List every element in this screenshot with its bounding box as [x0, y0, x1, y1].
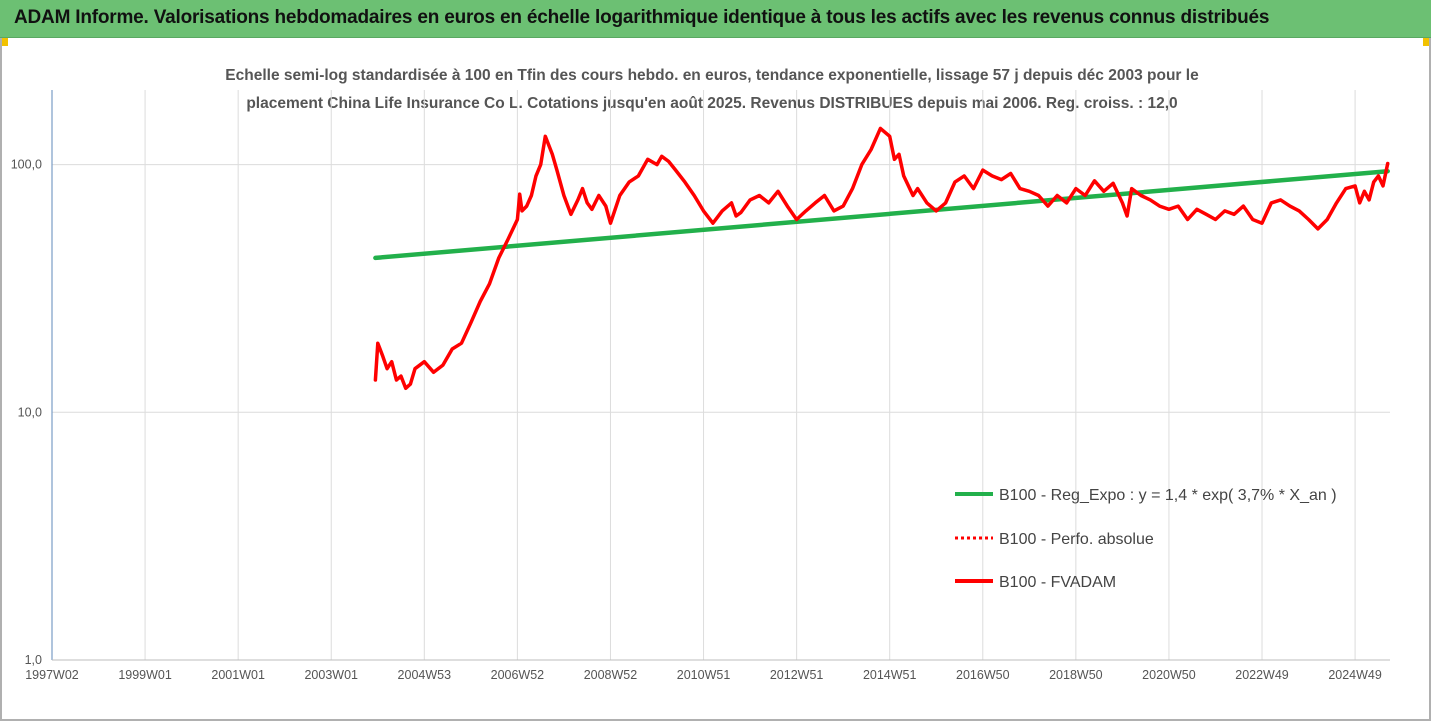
report-title: ADAM Informe. Valorisations hebdomadaire…	[14, 7, 1270, 28]
y-tick-label: 100,0	[11, 158, 42, 172]
chart-subtitle-line2: placement China Life Insurance Co L. Cot…	[246, 95, 1177, 112]
legend-label-1: B100 - Perfo. absolue	[999, 531, 1154, 548]
y-tick-label: 1,0	[25, 653, 42, 667]
x-tick-label: 2022W49	[1235, 668, 1289, 682]
chart-frame	[0, 38, 1431, 721]
report-header: ADAM Informe. Valorisations hebdomadaire…	[0, 0, 1431, 38]
legend: B100 - Reg_Expo : y = 1,4 * exp( 3,7% * …	[955, 487, 1337, 591]
x-tick-label: 1999W01	[118, 668, 172, 682]
x-tick-label: 2016W50	[956, 668, 1010, 682]
x-tick-label: 2024W49	[1328, 668, 1382, 682]
corner-marker-right	[1423, 38, 1431, 46]
x-tick-label: 2006W52	[491, 668, 545, 682]
gridlines	[51, 90, 1390, 660]
series-lines	[373, 126, 1390, 391]
series-line-2	[373, 126, 1390, 391]
x-tick-label: 2008W52	[584, 668, 638, 682]
y-tick-labels: 1,0 10,0 100,0	[11, 158, 42, 667]
legend-label-0: B100 - Reg_Expo : y = 1,4 * exp( 3,7% * …	[999, 487, 1337, 504]
x-tick-label: 1997W02	[25, 668, 79, 682]
x-tick-labels: 1997W02 1999W01 2001W01 2003W01 2004W53 2006W…	[25, 668, 1382, 682]
legend-label-2: B100 - FVADAM	[999, 574, 1116, 591]
x-tick-label: 2003W01	[304, 668, 358, 682]
series-line-0	[373, 168, 1390, 261]
axes	[51, 90, 1390, 661]
chart-subtitle-line1: Echelle semi-log standardisée à 100 en T…	[225, 67, 1199, 84]
x-tick-label: 2020W50	[1142, 668, 1196, 682]
chart: Echelle semi-log standardisée à 100 en T…	[11, 67, 1390, 682]
x-tick-label: 2010W51	[677, 668, 731, 682]
x-tick-label: 2001W01	[211, 668, 265, 682]
x-tick-label: 2012W51	[770, 668, 824, 682]
y-tick-label: 10,0	[18, 405, 42, 419]
corner-marker-left	[0, 38, 8, 46]
x-tick-label: 2014W51	[863, 668, 917, 682]
x-tick-label: 2018W50	[1049, 668, 1103, 682]
x-tick-label: 2004W53	[398, 668, 452, 682]
